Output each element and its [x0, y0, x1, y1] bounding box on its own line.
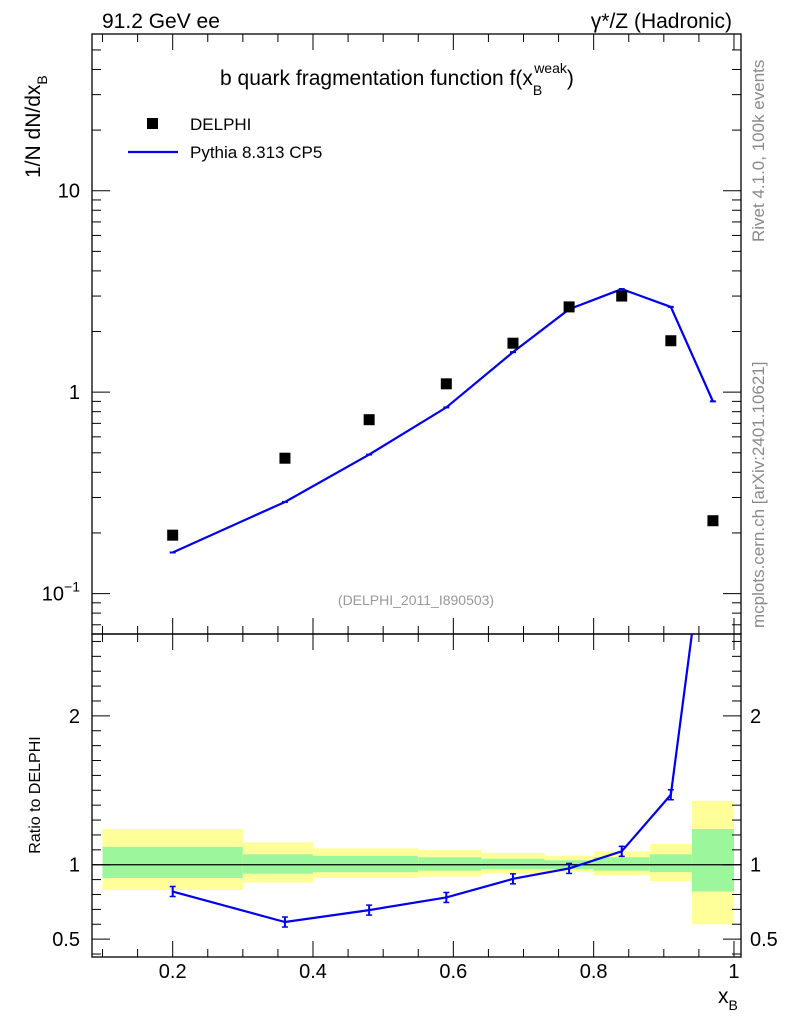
legend: DELPHI Pythia 8.313 CP5 [128, 115, 322, 162]
x-axis-label-text: x [718, 985, 729, 1008]
header-process: γ*/Z (Hadronic) [591, 10, 732, 33]
rivet-label: Rivet 4.1.0, 100k events [749, 60, 768, 242]
band-inner-1 [242, 854, 314, 874]
header-energy: 91.2 GeV ee [102, 10, 220, 33]
data-marker [665, 335, 677, 347]
main-y-tick-base-1: 1 [69, 382, 80, 404]
site-label: mcplots.cern.ch [arXiv:2401.10621] [749, 362, 768, 628]
ratio-y-tick-label-right-1: 1 [750, 855, 761, 877]
main-y-tick-base-2: 10 [58, 181, 80, 203]
legend-label-pythia: Pythia 8.313 CP5 [190, 143, 322, 162]
legend-marker-delphi [147, 118, 158, 129]
chart-title-main: b quark fragmentation function f(x [220, 67, 533, 90]
data-marker [507, 337, 519, 349]
chart-title-sub: B [533, 82, 542, 98]
band-inner-4 [481, 858, 545, 870]
main-y-axis-label-text: 1/N dN/dx [22, 84, 45, 178]
data-marker [616, 290, 628, 302]
main-y-axis-label: 1/N dN/dxB [22, 75, 50, 178]
band-inner-7 [649, 854, 692, 873]
band-inner-8 [691, 828, 734, 892]
ratio-y-tick-label-2: 2 [69, 706, 80, 728]
data-marker [167, 529, 179, 541]
mc-line-main [172, 287, 714, 554]
ratio-y-tick-label-1: 1 [69, 855, 80, 877]
ratio-y-tick-label-0: 0.5 [52, 929, 80, 951]
ratio-bands [102, 800, 734, 925]
x-tick-label-3: 0.8 [580, 961, 608, 983]
main-y-tick-label-0: 10−1 [42, 579, 80, 606]
band-inner-0 [102, 846, 243, 879]
x-tick-label-4: 1 [728, 961, 739, 983]
ratio-data-layer [169, 634, 693, 928]
data-marker [563, 301, 575, 313]
x-axis-label: xB [718, 985, 738, 1013]
band-inner-6 [593, 857, 650, 871]
ratio-y-tick-label-right-0: 0.5 [750, 929, 778, 951]
main-y-tick-base-0: 10 [42, 584, 64, 606]
main-data-layer [167, 287, 719, 928]
data-marker [440, 378, 452, 390]
ratio-plot-frame [91, 633, 742, 958]
chart-title: b quark fragmentation function f(xBweak) [220, 60, 574, 98]
main-y-tick-exp-0: −1 [64, 579, 80, 595]
analysis-watermark: (DELPHI_2011_I890503) [338, 592, 494, 608]
main-y-axis-label-sub: B [34, 75, 50, 84]
chart-title-close: ) [567, 67, 574, 90]
x-axis-label-sub: B [729, 997, 738, 1013]
chart-title-sup: weak [533, 60, 568, 76]
ratio-y-tick-label-right-2: 2 [750, 706, 761, 728]
legend-label-delphi: DELPHI [190, 115, 251, 134]
x-tick-label-0: 0.2 [159, 961, 187, 983]
ratio-y-axis-label: Ratio to DELPHI [27, 736, 44, 853]
data-marker [363, 414, 375, 426]
data-marker [707, 515, 719, 527]
data-marker [279, 452, 291, 464]
main-y-tick-label-1: 1 [69, 382, 80, 404]
band-inner-2 [313, 855, 419, 873]
band-inner-3 [418, 857, 482, 871]
x-tick-label-2: 0.6 [439, 961, 467, 983]
x-tick-label-1: 0.4 [299, 961, 327, 983]
main-y-tick-label-2: 10 [58, 181, 80, 203]
